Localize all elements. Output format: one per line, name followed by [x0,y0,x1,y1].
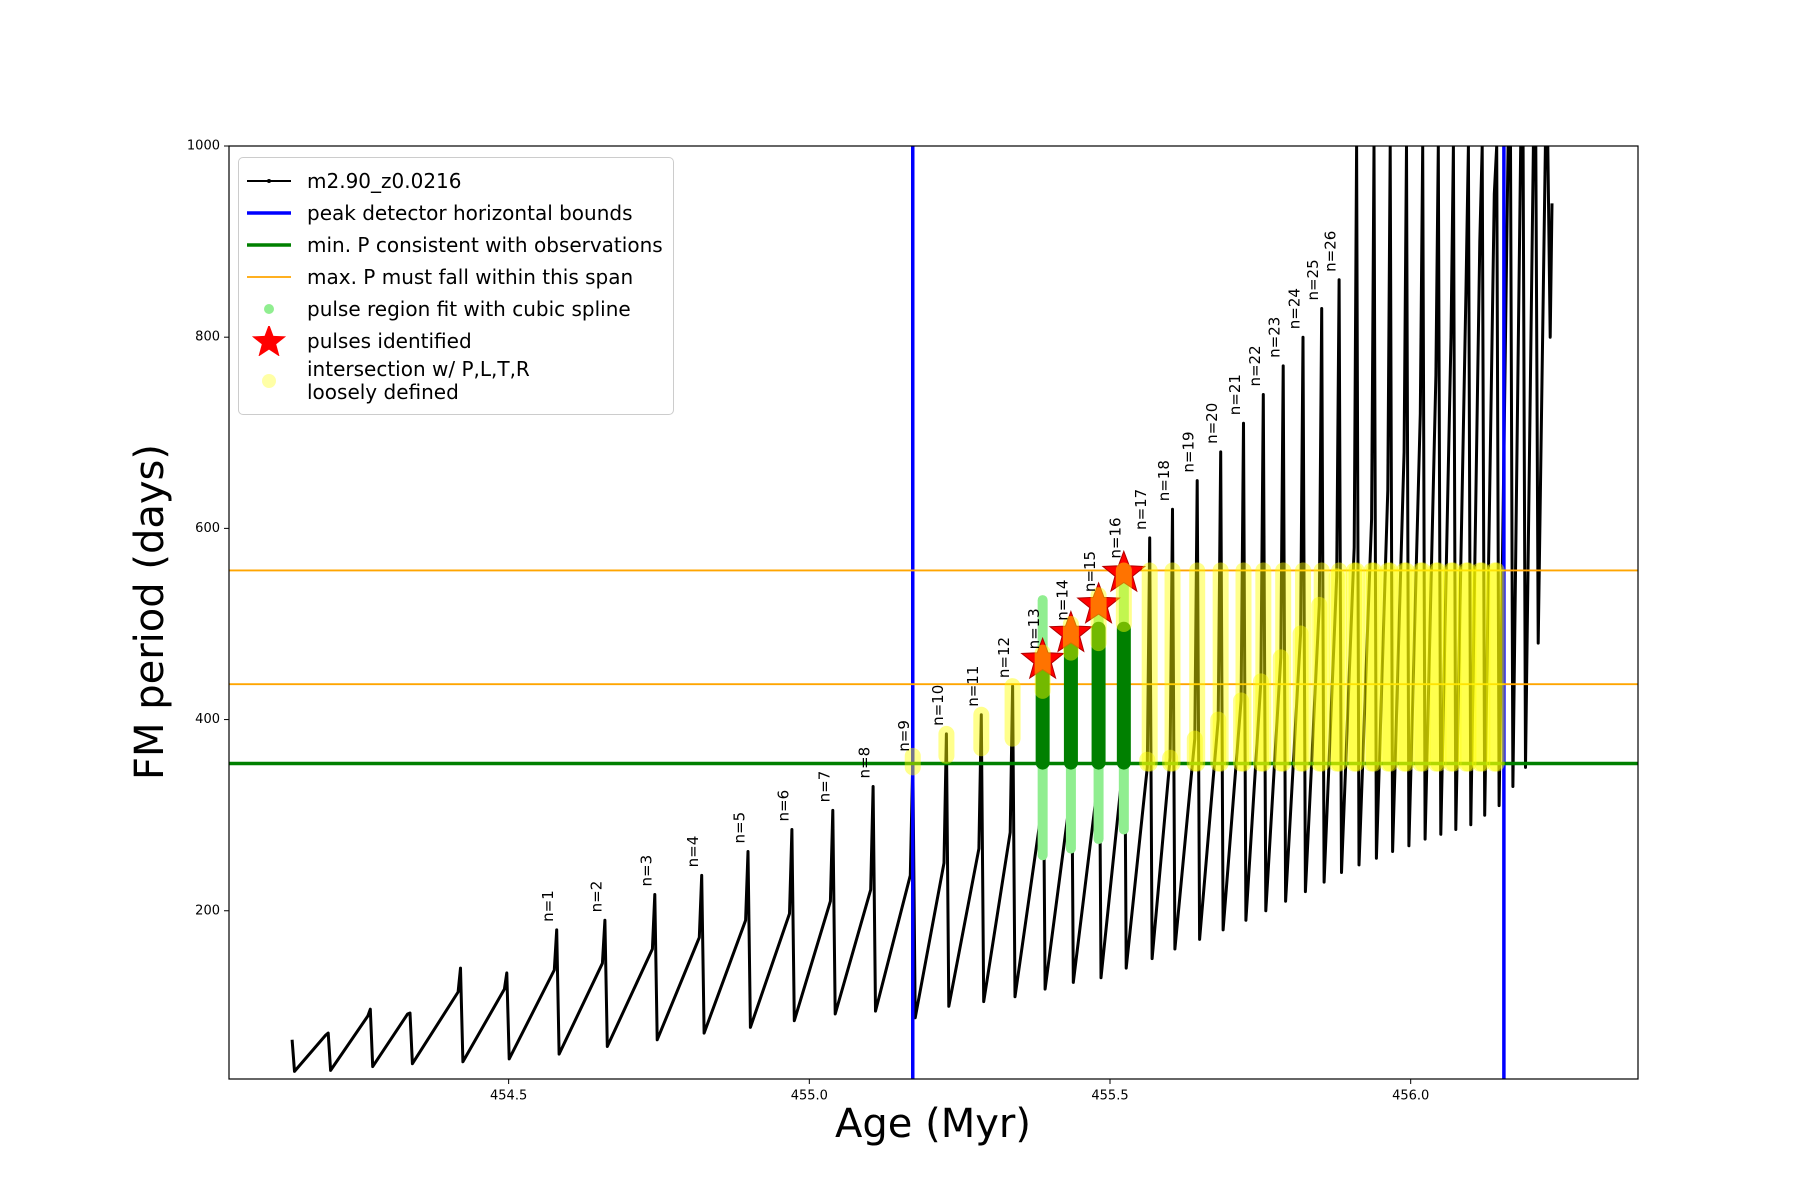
pulse-label: n=13 [1025,608,1043,649]
legend-label: min. P consistent with observations [307,232,663,257]
pulse-label: n=2 [587,881,605,913]
pulse-label: n=19 [1180,431,1198,472]
pulse-label: n=21 [1226,374,1244,415]
legend-item: peak detector horizontal bounds [245,198,663,228]
legend-dot [267,179,271,183]
legend-item: m2.90_z0.0216 [245,166,663,196]
axes-frame [228,145,1639,1080]
pulse-label: n=14 [1053,580,1071,621]
legend-marker [262,374,276,388]
star-marker [1048,610,1094,653]
legend-item: intersection w/ P,L,T,R loosely defined [245,358,663,404]
legend-marker [251,326,287,356]
plot-area [229,146,1638,1079]
x-axis-label: Age (Myr) [835,1101,1031,1147]
pulse-label: n=7 [815,771,833,803]
pulse-label: n=9 [895,720,913,752]
legend-marker [247,211,291,215]
pulse-label: n=8 [856,747,874,779]
pulse-label: n=3 [637,855,655,887]
x-tick-label: 455.5 [1091,1089,1128,1104]
pulse-label: n=23 [1266,317,1284,358]
series-line [290,146,1554,1073]
star-marker [1020,636,1065,680]
pulse-label: n=10 [929,685,947,726]
legend-item: pulses identified [245,326,663,356]
legend-label: max. P must fall within this span [307,264,634,289]
legend-marker [247,243,291,247]
legend-item: max. P must fall within this span [245,262,663,292]
legend-label: m2.90_z0.0216 [307,168,462,193]
y-axis-label: FM period (days) [127,444,173,780]
pulse-label: n=16 [1106,517,1124,558]
pulse-label: n=5 [730,812,748,844]
pulse-label: n=18 [1155,460,1173,501]
legend-label: pulses identified [307,328,472,353]
pulse-label: n=12 [995,637,1013,678]
star-marker [1101,549,1147,593]
pulse-label: n=26 [1322,231,1340,272]
y-tick-label: 400 [195,712,220,727]
pulse-label: n=17 [1132,489,1150,530]
legend-dot [262,374,276,388]
x-tick-label: 454.5 [490,1089,527,1104]
y-tick-label: 1000 [187,139,220,154]
pulse-label: n=20 [1203,403,1221,444]
x-tick-label: 456.0 [1392,1089,1429,1104]
pulse-label: n=6 [774,790,792,822]
legend-item: min. P consistent with observations [245,230,663,260]
pulse-label: n=22 [1246,345,1264,386]
legend-label: pulse region fit with cubic spline [307,296,631,321]
y-tick-label: 200 [195,903,220,918]
legend-marker [264,304,274,314]
pulse-label: n=11 [964,666,982,707]
pulse-label: n=1 [539,890,557,922]
pulse-label: n=25 [1304,259,1322,300]
legend-item: pulse region fit with cubic spline [245,294,663,324]
legend-dot [264,304,274,314]
legend-marker [247,179,291,183]
pulse-label: n=15 [1081,551,1099,592]
y-tick-label: 800 [195,330,220,345]
y-tick-label: 600 [195,521,220,536]
star-marker [1076,581,1121,624]
legend-star [251,326,287,356]
legend-label: peak detector horizontal bounds [307,200,633,225]
legend-label: intersection w/ P,L,T,R loosely defined [307,357,530,404]
pulse-label: n=4 [684,836,702,868]
pulse-label: n=24 [1286,288,1304,329]
x-tick-label: 455.0 [791,1089,828,1104]
legend-marker [247,276,291,278]
